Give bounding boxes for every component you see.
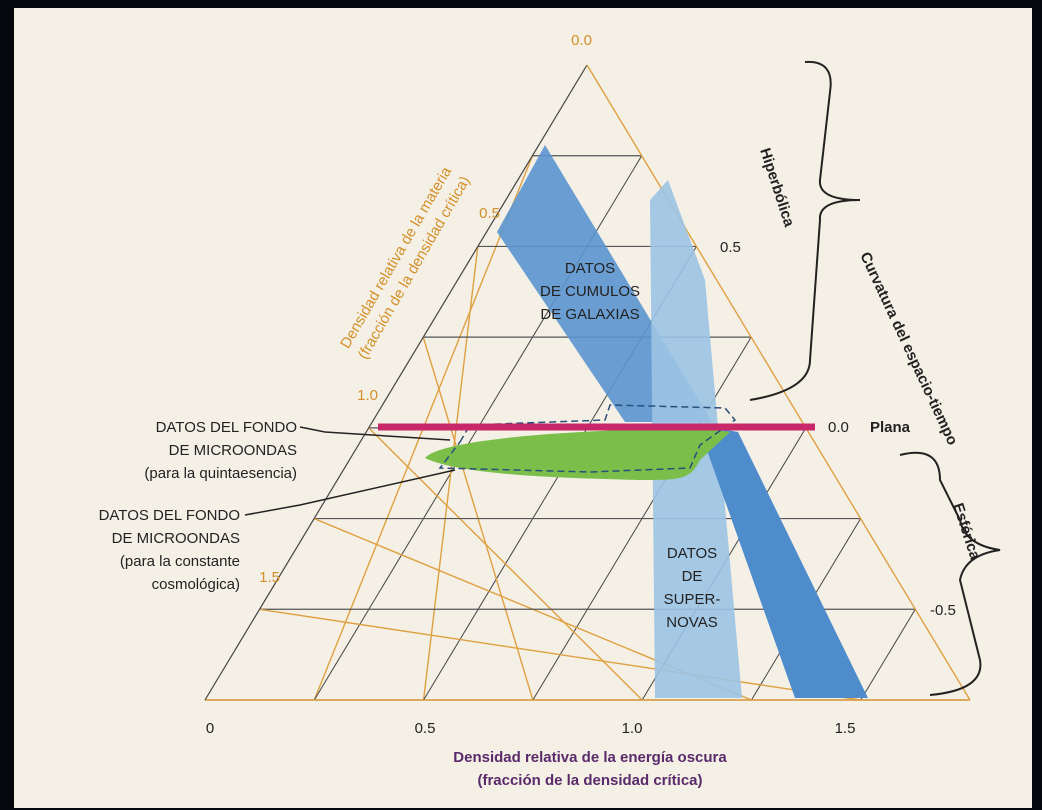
- energy-tick: 0: [206, 720, 214, 737]
- matter-tick: 1.5: [259, 569, 280, 586]
- microwave-region: [425, 428, 730, 480]
- supernova-label: SUPER-: [664, 591, 721, 608]
- curvature-tick: -0.5: [930, 602, 956, 619]
- supernova-band: [698, 425, 868, 698]
- curvature-tick: 0.5: [720, 239, 741, 256]
- callout-line: [244, 469, 456, 516]
- grid-line: [368, 427, 643, 701]
- matter-tick: 0.0: [571, 32, 592, 49]
- grid-line: [860, 609, 916, 701]
- callout-text: DE MICROONDAS: [112, 530, 240, 547]
- grid-line: [204, 64, 588, 701]
- supernova-label: DATOS: [667, 545, 717, 562]
- callout-line: [299, 426, 451, 441]
- curvature-tick: 0.0: [828, 419, 849, 436]
- grid-line: [259, 608, 861, 701]
- panel: [14, 8, 1032, 808]
- callout-text: DATOS DEL FONDO: [99, 507, 240, 524]
- bracket-hyperbolic: [749, 60, 861, 401]
- callout-text: (para la constante: [120, 553, 240, 570]
- cluster-label: DE CUMULOS: [540, 283, 640, 300]
- cluster-label: DATOS: [565, 260, 615, 277]
- energy-tick: 1.0: [622, 720, 643, 737]
- bracket-spherical: [899, 451, 1001, 696]
- callout-text: DE MICROONDAS: [169, 442, 297, 459]
- supernova-label: DE: [682, 568, 703, 585]
- cluster-label: DE GALAXIAS: [540, 306, 639, 323]
- matter-tick: 0.5: [479, 205, 500, 222]
- grid-line: [586, 64, 971, 701]
- flat-label: Plana: [870, 419, 911, 436]
- callout-text: DATOS DEL FONDO: [156, 419, 297, 436]
- energy-tick: 0.5: [415, 720, 436, 737]
- energy-title: Densidad relativa de la energía oscura: [453, 749, 727, 766]
- microwave-outline: [438, 404, 737, 473]
- energy-subtitle: (fracción de la densidad crítica): [477, 772, 702, 789]
- callout-text: (para la quintaesencia): [144, 465, 297, 482]
- energy-tick: 1.5: [835, 720, 856, 737]
- callout-text: cosmológica): [152, 576, 240, 593]
- supernova-label: NOVAS: [666, 614, 717, 631]
- grid-line: [422, 246, 479, 701]
- matter-tick: 1.0: [357, 387, 378, 404]
